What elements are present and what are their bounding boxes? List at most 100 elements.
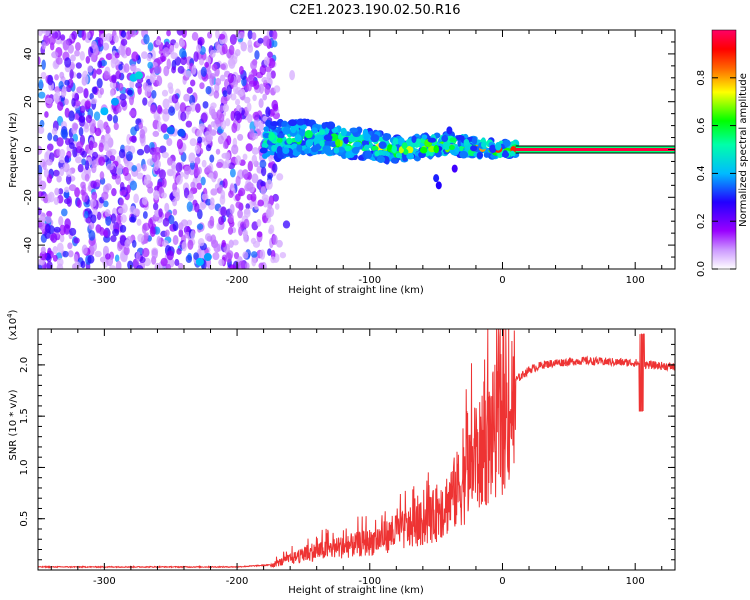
spectrogram-tone-cell (378, 141, 387, 149)
spectrogram-noise-cell (126, 89, 133, 96)
spectrogram-noise-cell (47, 193, 52, 202)
spectrogram-noise-cell (90, 98, 98, 105)
spectrogram-tone-cell (370, 134, 380, 143)
spectrogram-noise-cell (260, 186, 267, 196)
spectrogram-noise-cell (104, 209, 111, 217)
spectrogram-noise-cell (146, 85, 153, 92)
spectrogram-noise-cell (230, 110, 235, 122)
spectrogram-noise-cell (56, 242, 64, 253)
spectrogram-tone-cell (263, 126, 270, 132)
spectrogram-noise-cell (272, 163, 278, 173)
spectrogram-noise-cell (135, 251, 141, 262)
spectrogram-noise-cell (160, 123, 168, 133)
spectrogram-noise-cell (149, 72, 156, 84)
spectrogram-noise-cell (233, 252, 240, 260)
spectrogram-noise-cell (67, 242, 73, 250)
spectrogram-tone-cell (448, 144, 455, 151)
spectrogram-noise-cell (183, 93, 191, 102)
spectrogram-noise-cell (131, 239, 137, 248)
spectrogram-noise-cell (91, 151, 99, 160)
spectrogram-noise-cell (212, 252, 220, 261)
spectrogram-noise-cell (71, 30, 78, 40)
spectrogram-noise-cell (81, 30, 87, 41)
spectrogram-noise-cell (105, 32, 113, 42)
spectrogram-noise-cell (45, 97, 53, 104)
spectrogram-noise-cell (254, 203, 259, 211)
colorbar-ticks: 0.0 0.2 0.4 0.6 0.8 (696, 70, 736, 277)
spectrogram-noise-cell (124, 145, 131, 152)
spectrogram-noise-cell (152, 130, 160, 138)
spectrogram-noise-cell (161, 192, 167, 199)
spectrogram-tone-cell (310, 145, 319, 153)
spectrogram-noise-cell (216, 44, 222, 53)
spectrogram-noise-cell (99, 87, 104, 95)
spectrogram-noise-cell (156, 104, 163, 114)
spectrogram-tone-cell (319, 140, 325, 147)
spectrogram-noise-cell (222, 103, 229, 113)
spectrogram-noise-cell (196, 182, 202, 190)
spectrogram-noise-cell (259, 159, 267, 169)
spectrogram-noise-cell (222, 90, 228, 97)
spectrogram-noise-cell (117, 82, 124, 92)
spectrogram-noise-cell (227, 58, 235, 66)
spectrogram-noise-cell (95, 224, 101, 234)
spectrogram-noise-cell (189, 138, 197, 147)
spectrogram-tone-cell (454, 146, 460, 153)
spectrogram-tone-cell (296, 118, 305, 126)
spectrogram-noise-cell (106, 163, 114, 171)
spectrogram-noise-cell (143, 144, 151, 154)
chart-title: C2E1.2023.190.02.50.R16 (289, 3, 460, 18)
spectrogram-noise-cell (221, 43, 228, 55)
spectrogram-noise-cell (151, 248, 158, 260)
spectrogram-noise-cell (180, 219, 189, 227)
colorbar-tick-label: 0.6 (696, 118, 707, 134)
spectrogram-noise-cell (143, 34, 150, 45)
spectrogram-noise-cell (209, 215, 215, 227)
spectrogram-tone-cell (259, 147, 268, 154)
spectrogram-noise-cell (218, 33, 226, 40)
spectrogram-noise-cell (51, 127, 58, 136)
spectrogram-noise-cell (118, 63, 123, 71)
spectrogram-noise-cell (54, 90, 61, 100)
spectrogram-noise-cell (252, 94, 257, 102)
spectrogram-noise-cell (84, 122, 89, 130)
spectrogram-noise-cell (249, 128, 255, 138)
spectrogram-noise-cell (168, 86, 174, 94)
spectrogram-noise-cell (224, 157, 230, 169)
spectrogram-tone-cell (494, 142, 502, 151)
spectrogram-tone-cell (427, 137, 437, 143)
spectrogram-tone-cell (303, 148, 310, 154)
spectrogram-noise-cell (209, 197, 215, 206)
spectrogram-tone-cell (480, 141, 487, 148)
spectrogram-tone-cell (470, 145, 478, 152)
spectrogram-noise-cell (218, 258, 225, 266)
spectrogram-noise-cell (62, 40, 69, 51)
spectrogram-tone-cell (362, 128, 369, 137)
spectrogram-noise-cell (94, 250, 102, 258)
spectrogram-tone-cell (351, 146, 360, 154)
spectrogram-noise-cell (231, 144, 239, 155)
spectrogram-noise-cell (168, 214, 175, 225)
spectrogram-noise-cell (176, 248, 182, 255)
spectrogram-noise-cell (128, 110, 136, 117)
spectrogram-noise-cell (67, 44, 75, 54)
spectrogram-noise-cell (202, 101, 209, 109)
spectrogram-noise-cell (81, 244, 88, 255)
spectrogram-noise-cell (190, 181, 196, 189)
spectrogram-noise-cell (193, 51, 199, 63)
spectrogram-noise-cell (211, 63, 218, 71)
snr-frame (37, 328, 676, 571)
spectrogram-noise-cell (69, 184, 77, 192)
spectrogram-noise-cell (147, 61, 154, 69)
spectrogram-noise-cell (114, 254, 120, 263)
spectrogram-noise-cell (105, 53, 113, 61)
spectrogram-tone-cell (304, 129, 313, 139)
spectrogram-noise-cell (205, 134, 213, 144)
spectrogram-noise-cell (197, 136, 203, 144)
spectrogram-noise-cell (169, 44, 175, 55)
spectrogram-noise-cell (242, 153, 248, 161)
spectrogram-noise-cell (60, 34, 66, 41)
spectrogram-noise-cell (48, 30, 56, 34)
spectrogram-noise-cell (187, 193, 194, 201)
spectrogram-noise-cell (221, 152, 229, 159)
